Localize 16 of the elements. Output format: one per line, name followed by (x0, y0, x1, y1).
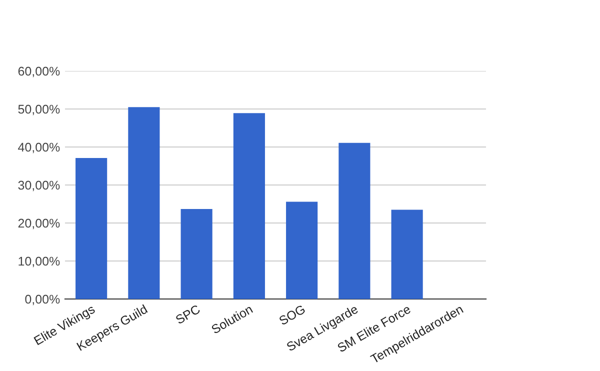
y-tick-label: 20,00% (18, 218, 60, 230)
x-tick-label: SOG (278, 304, 306, 326)
y-tick-label: 10,00% (18, 256, 60, 268)
y-tick-label: 30,00% (18, 180, 60, 192)
bar (128, 107, 160, 299)
bar (180, 208, 212, 299)
y-tick-label: 60,00% (18, 66, 60, 78)
x-tick-label: SPC (174, 304, 201, 324)
bar (338, 142, 370, 299)
bar (76, 158, 108, 299)
bar (286, 202, 318, 299)
bar (233, 113, 265, 299)
y-tick-label: 0,00% (25, 294, 60, 306)
y-tick-label: 50,00% (18, 104, 60, 116)
bar (391, 210, 423, 299)
y-tick-label: 40,00% (18, 142, 60, 154)
